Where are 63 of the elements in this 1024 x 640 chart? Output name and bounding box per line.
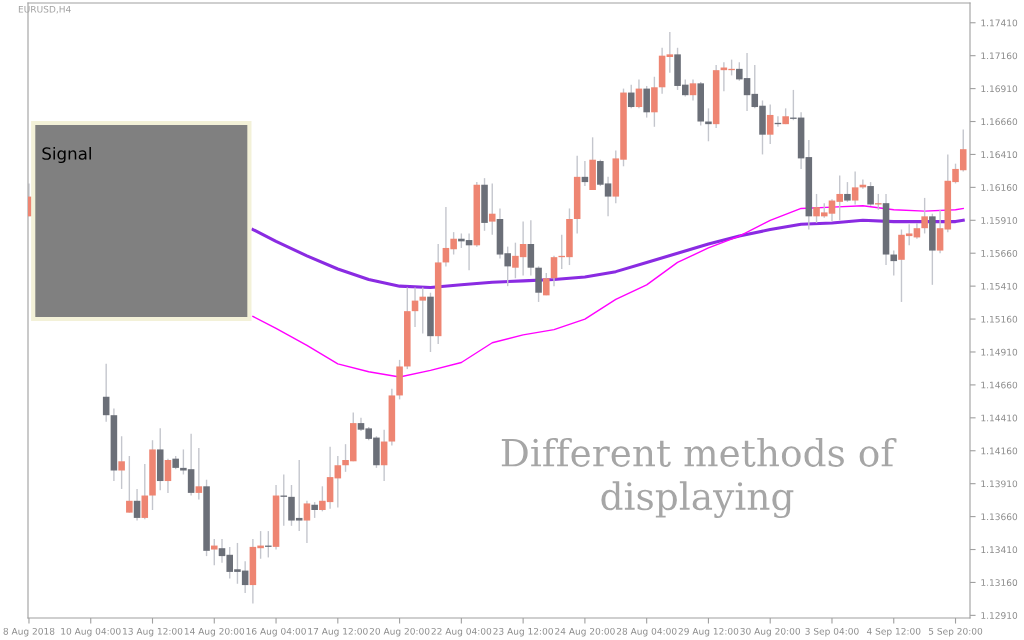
x-tick-label: 30 Aug 20:00 [740, 627, 801, 637]
x-tick-label: 29 Aug 12:00 [678, 627, 739, 637]
y-tick-label: 1.14160 [981, 447, 1018, 455]
candlestick [211, 538, 218, 567]
annotation: Different methods of displaying [501, 437, 897, 519]
x-tick-label: 10 Aug 04:00 [61, 627, 121, 637]
candlestick [867, 181, 874, 207]
y-tick-label: 1.16410 [981, 151, 1018, 158]
y-tick-label: 1.16910 [981, 85, 1018, 93]
y-tick-label: 1.13660 [981, 513, 1018, 521]
candlestick [126, 455, 133, 514]
line-series [251, 218, 965, 289]
x-tick-label: 24 Aug 20:00 [555, 627, 615, 637]
y-tick-label: 1.13910 [981, 480, 1018, 488]
candlestick [643, 85, 650, 119]
x-tick-label: 14 Aug 20:00 [184, 627, 245, 637]
candlestick [303, 500, 311, 544]
x-tick-label: 5 Sep 20:00 [928, 627, 983, 637]
candlestick [936, 209, 944, 254]
x-tick-label: 16 Aug 04:00 [246, 627, 306, 637]
candlestick [844, 181, 851, 203]
x-tick-label: 13 Aug 12:00 [123, 627, 183, 637]
candlestick [133, 488, 141, 522]
candlestick [164, 457, 172, 494]
x-tick-label: 8 Aug 2018 [3, 627, 55, 637]
y-tick-label: 1.13410 [981, 546, 1018, 554]
y-tick-label: 1.17410 [981, 19, 1018, 27]
y-tick-label: 1.15910 [981, 217, 1018, 224]
y-tick-label: 1.15410 [981, 282, 1018, 290]
y-tick-label: 1.14910 [981, 348, 1018, 356]
candlestick [488, 182, 496, 236]
x-tick-label: 20 Aug 20:00 [369, 627, 430, 637]
annotation: EURUSD,H4 [18, 5, 71, 14]
candlestick [527, 219, 535, 277]
candlestick [141, 463, 149, 520]
y-tick-label: 1.16160 [981, 184, 1018, 191]
candlestick [118, 435, 125, 490]
candlestick [666, 31, 674, 74]
candlestick [195, 447, 203, 501]
x-tick-label: 28 Aug 04:00 [616, 627, 677, 637]
candlestick [851, 170, 859, 206]
y-tick-label: 1.12910 [981, 612, 1018, 619]
candlestick [334, 455, 342, 509]
candlestick [627, 83, 635, 110]
x-tick-label: 4 Sep 12:00 [866, 627, 921, 637]
x-tick-label: 22 Aug 04:00 [431, 627, 492, 637]
candlestick [890, 249, 898, 277]
y-tick-label: 1.14660 [981, 381, 1018, 389]
annotation: Signal [42, 146, 91, 164]
x-tick-label: 23 Aug 12:00 [493, 627, 553, 637]
candlestick [921, 197, 928, 235]
candlestick [689, 78, 697, 102]
y-tick-label: 1.16660 [981, 118, 1018, 126]
candlestick [766, 103, 774, 145]
x-tick-label: 3 Sep 04:00 [805, 627, 859, 637]
y-tick-label: 1.14410 [981, 414, 1018, 422]
candlestick [419, 286, 427, 335]
x-tick-label: 17 Aug 12:00 [308, 627, 368, 637]
y-tick-label: 1.17160 [981, 52, 1018, 60]
y-tick-label: 1.13160 [981, 579, 1018, 586]
candlestick [550, 255, 558, 287]
y-tick-label: 1.15160 [981, 315, 1018, 323]
y-tick-label: 1.15660 [981, 249, 1018, 257]
